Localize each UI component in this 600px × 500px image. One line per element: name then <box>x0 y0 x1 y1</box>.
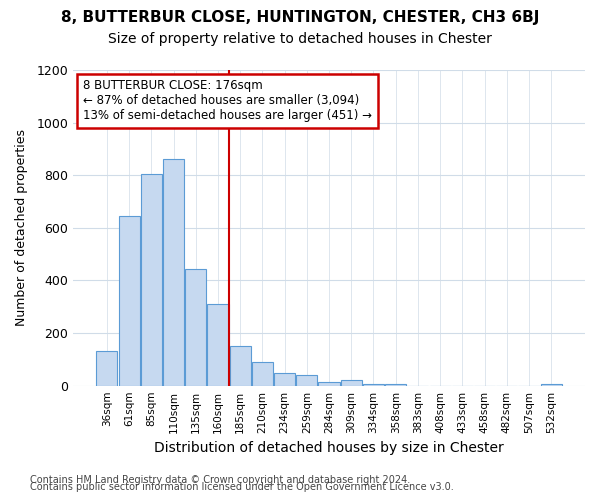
Bar <box>97 352 118 386</box>
Text: Contains public sector information licensed under the Open Government Licence v3: Contains public sector information licen… <box>30 482 454 492</box>
Bar <box>541 384 562 386</box>
Bar <box>296 375 317 386</box>
Bar <box>119 216 140 386</box>
Bar <box>252 362 273 386</box>
Bar <box>363 384 384 386</box>
X-axis label: Distribution of detached houses by size in Chester: Distribution of detached houses by size … <box>154 441 504 455</box>
Text: 8 BUTTERBUR CLOSE: 176sqm
← 87% of detached houses are smaller (3,094)
13% of se: 8 BUTTERBUR CLOSE: 176sqm ← 87% of detac… <box>83 80 373 122</box>
Bar <box>385 384 406 386</box>
Y-axis label: Number of detached properties: Number of detached properties <box>15 130 28 326</box>
Bar <box>341 380 362 386</box>
Text: Size of property relative to detached houses in Chester: Size of property relative to detached ho… <box>108 32 492 46</box>
Text: 8, BUTTERBUR CLOSE, HUNTINGTON, CHESTER, CH3 6BJ: 8, BUTTERBUR CLOSE, HUNTINGTON, CHESTER,… <box>61 10 539 25</box>
Text: Contains HM Land Registry data © Crown copyright and database right 2024.: Contains HM Land Registry data © Crown c… <box>30 475 410 485</box>
Bar <box>141 174 162 386</box>
Bar <box>319 382 340 386</box>
Bar <box>274 372 295 386</box>
Bar <box>185 268 206 386</box>
Bar <box>208 304 229 386</box>
Bar <box>163 160 184 386</box>
Bar <box>230 346 251 386</box>
